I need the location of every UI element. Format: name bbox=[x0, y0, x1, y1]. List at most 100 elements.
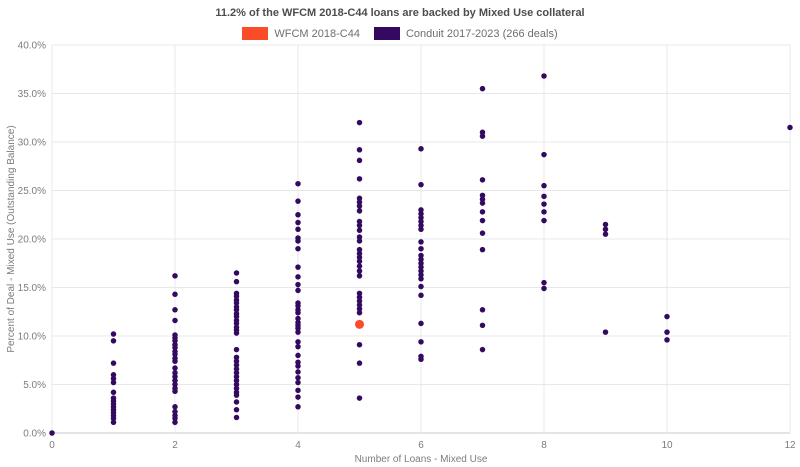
data-point-conduit-2017-2023-266-deals bbox=[479, 177, 486, 183]
data-point-conduit-2017-2023-266-deals bbox=[295, 274, 301, 280]
y-tick-label: 35.0% bbox=[18, 89, 46, 100]
data-point-conduit-2017-2023-266-deals bbox=[295, 303, 301, 309]
legend-swatch-conduit bbox=[373, 27, 400, 40]
data-point-conduit-2017-2023-266-deals bbox=[233, 278, 240, 285]
data-point-conduit-2017-2023-266-deals bbox=[479, 246, 486, 253]
data-point-conduit-2017-2023-266-deals bbox=[172, 317, 178, 324]
data-point-conduit-2017-2023-266-deals bbox=[233, 377, 240, 384]
data-point-conduit-2017-2023-266-deals bbox=[418, 356, 424, 363]
data-point-conduit-2017-2023-266-deals bbox=[233, 293, 240, 299]
data-point-conduit-2017-2023-266-deals bbox=[356, 341, 363, 348]
data-point-conduit-2017-2023-266-deals bbox=[356, 294, 363, 300]
data-point-conduit-2017-2023-266-deals bbox=[418, 283, 424, 290]
data-point-conduit-2017-2023-266-deals bbox=[233, 362, 240, 368]
data-point-conduit-2017-2023-266-deals bbox=[479, 85, 486, 92]
data-point-conduit-2017-2023-266-deals bbox=[356, 222, 363, 229]
data-point-conduit-2017-2023-266-deals bbox=[233, 370, 240, 376]
data-point-conduit-2017-2023-266-deals bbox=[787, 124, 793, 131]
data-point-conduit-2017-2023-266-deals bbox=[418, 211, 424, 217]
data-point-conduit-2017-2023-266-deals bbox=[602, 226, 609, 233]
data-point-conduit-2017-2023-266-deals bbox=[356, 273, 363, 279]
data-point-conduit-2017-2023-266-deals bbox=[233, 366, 240, 372]
data-point-conduit-2017-2023-266-deals bbox=[356, 254, 363, 261]
data-point-conduit-2017-2023-266-deals bbox=[418, 264, 424, 270]
data-point-conduit-2017-2023-266-deals bbox=[356, 157, 363, 164]
y-tick-label: 20.0% bbox=[18, 235, 46, 246]
data-point-conduit-2017-2023-266-deals bbox=[233, 330, 240, 336]
x-tick-label: 10 bbox=[661, 440, 673, 451]
legend: WFCM 2018-C44 Conduit 2017-2023 (266 dea… bbox=[0, 27, 800, 40]
data-point-conduit-2017-2023-266-deals bbox=[233, 346, 240, 353]
data-point-conduit-2017-2023-266-deals bbox=[356, 268, 363, 274]
data-point-conduit-2017-2023-266-deals bbox=[233, 406, 240, 413]
data-point-conduit-2017-2023-266-deals bbox=[295, 329, 301, 335]
data-point-conduit-2017-2023-266-deals bbox=[356, 176, 363, 182]
data-point-conduit-2017-2023-266-deals bbox=[295, 180, 301, 187]
data-point-conduit-2017-2023-266-deals bbox=[356, 298, 363, 304]
data-point-conduit-2017-2023-266-deals bbox=[356, 360, 363, 366]
data-point-conduit-2017-2023-266-deals bbox=[295, 238, 301, 244]
chart-title: 11.2% of the WFCM 2018-C44 loans are bac… bbox=[215, 7, 585, 19]
data-point-conduit-2017-2023-266-deals bbox=[110, 379, 117, 386]
data-point-conduit-2017-2023-266-deals bbox=[356, 218, 363, 225]
data-point-conduit-2017-2023-266-deals bbox=[356, 306, 363, 312]
data-point-conduit-2017-2023-266-deals bbox=[172, 365, 178, 371]
data-point-conduit-2017-2023-266-deals bbox=[172, 370, 178, 376]
data-point-conduit-2017-2023-266-deals bbox=[541, 201, 547, 207]
data-point-conduit-2017-2023-266-deals bbox=[233, 381, 240, 388]
data-point-conduit-2017-2023-266-deals bbox=[664, 313, 670, 320]
data-point-conduit-2017-2023-266-deals bbox=[418, 276, 424, 282]
data-point-conduit-2017-2023-266-deals bbox=[664, 337, 670, 343]
data-point-conduit-2017-2023-266-deals bbox=[172, 404, 178, 410]
data-point-conduit-2017-2023-266-deals bbox=[541, 285, 547, 292]
x-tick-label: 12 bbox=[784, 440, 796, 451]
data-point-conduit-2017-2023-266-deals bbox=[233, 313, 240, 320]
data-point-conduit-2017-2023-266-deals bbox=[356, 238, 363, 244]
legend-item-conduit: Conduit 2017-2023 (266 deals) bbox=[373, 27, 558, 40]
data-point-conduit-2017-2023-266-deals bbox=[356, 246, 363, 253]
data-point-conduit-2017-2023-266-deals bbox=[541, 193, 547, 200]
data-point-conduit-2017-2023-266-deals bbox=[172, 388, 178, 395]
data-point-conduit-2017-2023-266-deals bbox=[110, 360, 117, 366]
data-point-conduit-2017-2023-266-deals bbox=[172, 351, 178, 358]
data-point-conduit-2017-2023-266-deals bbox=[172, 307, 178, 313]
data-point-conduit-2017-2023-266-deals bbox=[110, 372, 117, 378]
data-point-conduit-2017-2023-266-deals bbox=[172, 415, 178, 422]
y-tick-label: 10.0% bbox=[18, 332, 46, 343]
x-axis-title: Number of Loans - Mixed Use bbox=[355, 454, 488, 465]
data-point-conduit-2017-2023-266-deals bbox=[356, 309, 363, 316]
data-point-conduit-2017-2023-266-deals bbox=[295, 219, 301, 226]
data-point-conduit-2017-2023-266-deals bbox=[295, 198, 301, 204]
data-point-conduit-2017-2023-266-deals bbox=[418, 239, 424, 245]
data-point-conduit-2017-2023-266-deals bbox=[110, 415, 117, 422]
data-point-conduit-2017-2023-266-deals bbox=[295, 245, 301, 252]
data-point-conduit-2017-2023-266-deals bbox=[233, 320, 240, 327]
data-point-wfcm-2018-c44 bbox=[355, 319, 364, 329]
data-point-conduit-2017-2023-266-deals bbox=[295, 309, 301, 316]
data-point-conduit-2017-2023-266-deals bbox=[479, 133, 486, 139]
data-point-conduit-2017-2023-266-deals bbox=[418, 218, 424, 225]
data-point-conduit-2017-2023-266-deals bbox=[172, 373, 178, 380]
data-point-conduit-2017-2023-266-deals bbox=[541, 73, 547, 79]
data-point-conduit-2017-2023-266-deals bbox=[295, 369, 301, 375]
data-point-conduit-2017-2023-266-deals bbox=[295, 379, 301, 386]
data-point-conduit-2017-2023-266-deals bbox=[295, 359, 301, 365]
data-point-conduit-2017-2023-266-deals bbox=[356, 250, 363, 257]
data-point-conduit-2017-2023-266-deals bbox=[479, 217, 486, 224]
data-point-conduit-2017-2023-266-deals bbox=[418, 214, 424, 221]
data-point-conduit-2017-2023-266-deals bbox=[295, 264, 301, 270]
legend-item-wfcm: WFCM 2018-C44 bbox=[242, 27, 360, 40]
data-point-conduit-2017-2023-266-deals bbox=[602, 221, 609, 228]
y-tick-label: 30.0% bbox=[18, 138, 46, 149]
data-point-conduit-2017-2023-266-deals bbox=[418, 252, 424, 259]
data-point-conduit-2017-2023-266-deals bbox=[295, 315, 301, 322]
data-point-conduit-2017-2023-266-deals bbox=[479, 209, 486, 215]
data-point-conduit-2017-2023-266-deals bbox=[418, 272, 424, 278]
data-point-conduit-2017-2023-266-deals bbox=[295, 287, 301, 294]
data-point-conduit-2017-2023-266-deals bbox=[418, 320, 424, 327]
data-point-conduit-2017-2023-266-deals bbox=[110, 419, 117, 426]
data-point-conduit-2017-2023-266-deals bbox=[110, 338, 117, 344]
data-point-conduit-2017-2023-266-deals bbox=[664, 329, 670, 335]
data-point-conduit-2017-2023-266-deals bbox=[356, 195, 363, 202]
